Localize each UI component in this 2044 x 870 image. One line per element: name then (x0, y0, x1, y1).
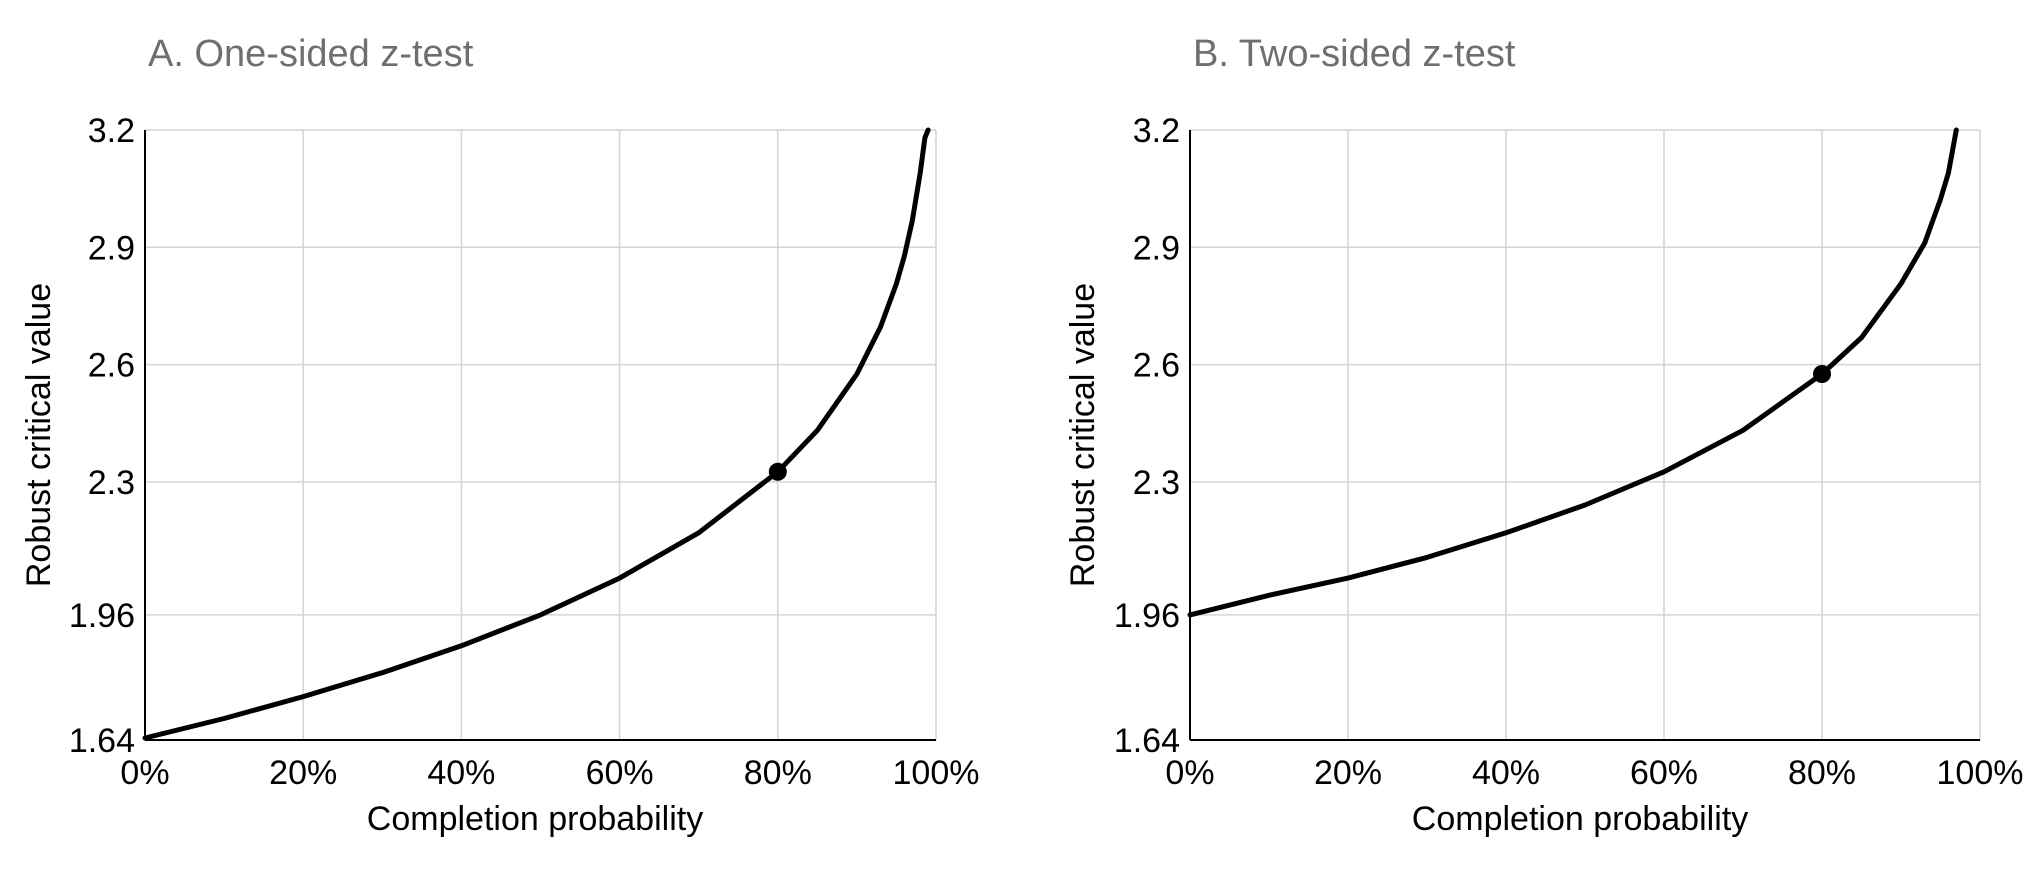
panel-a-y-tick-labels: 1.64 1.96 2.3 2.6 2.9 3.2 (69, 112, 135, 760)
panel-b-x-tick-label: 80% (1788, 754, 1856, 792)
panel-b-x-tick-labels: 0% 20% 40% 60% 80% 100% (1165, 754, 2023, 792)
panel-b-x-tick-label: 60% (1630, 754, 1698, 792)
panel-a-x-tick-label: 60% (586, 754, 654, 792)
panel-a-y-tick-label: 2.3 (88, 464, 135, 502)
panel-a-x-tick-label: 100% (893, 754, 980, 792)
panel-b-y-tick-label: 2.9 (1133, 229, 1180, 267)
panel-a-x-tick-label: 20% (269, 754, 337, 792)
panel-a-y-tick-label: 1.96 (69, 597, 135, 635)
panel-b-x-tick-label: 20% (1314, 754, 1382, 792)
panel-b-y-tick-label: 2.6 (1133, 347, 1180, 385)
panel-b-title: B. Two-sided z-test (1193, 33, 1516, 75)
panel-b-y-axis-label: Robust critical value (1064, 283, 1102, 587)
panel-a-title: A. One-sided z-test (148, 33, 474, 75)
panel-a-series (142, 127, 931, 741)
panel-b-x-axis-label: Completion probability (1412, 800, 1748, 838)
panel-b-series (1187, 127, 1959, 618)
panel-a-y-axis-label: Robust critical value (20, 283, 58, 587)
panel-a-x-tick-label: 40% (427, 754, 495, 792)
panel-a-y-tick-label: 2.9 (88, 229, 135, 267)
panel-b-highlight-point (1813, 365, 1831, 383)
panel-a-y-tick-label: 1.64 (69, 722, 135, 760)
panel-b: B. Two-sided z-test 0% 20% 40% 60% 80% 100% 1… (1064, 33, 2023, 838)
panel-a-y-tick-label: 3.2 (88, 112, 135, 150)
panel-b-axes (1189, 130, 1980, 741)
panel-a-x-tick-labels: 0% 20% 40% 60% 80% 100% (120, 754, 979, 792)
panel-a-y-tick-label: 2.6 (88, 347, 135, 385)
panel-a-grid (144, 129, 937, 741)
panel-a-x-tick-label: 0% (120, 754, 169, 792)
panel-a: A. One-sided z-test 0% 20% 40% 60% 80% 100% 1… (20, 33, 979, 838)
panel-b-x-tick-label: 100% (1937, 754, 2024, 792)
panel-b-x-tick-label: 40% (1472, 754, 1540, 792)
panel-b-y-tick-label: 3.2 (1133, 112, 1180, 150)
panel-a-x-tick-label: 80% (744, 754, 812, 792)
panel-a-x-axis-label: Completion probability (367, 800, 703, 838)
panel-a-highlight-point (768, 462, 787, 481)
panel-b-y-tick-labels: 1.64 1.96 2.3 2.6 2.9 3.2 (1114, 112, 1180, 760)
panel-b-series-line-0 (1187, 127, 1959, 618)
panel-a-axes (144, 130, 936, 741)
panel-b-y-tick-label: 1.64 (1114, 722, 1180, 760)
panel-b-grid (1189, 129, 1981, 741)
panel-b-y-tick-label: 2.3 (1133, 464, 1180, 502)
panel-b-y-tick-label: 1.96 (1114, 597, 1180, 635)
panel-a-series-line-0 (142, 127, 931, 741)
panel-b-x-tick-label: 0% (1165, 754, 1214, 792)
